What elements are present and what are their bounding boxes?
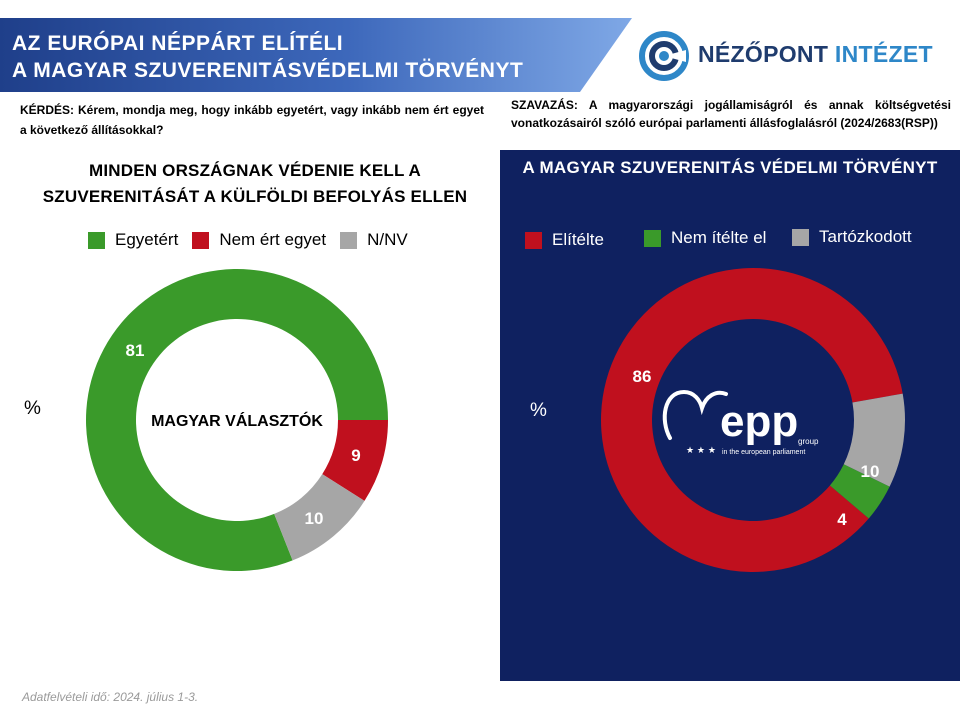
nezopont-logo: NÉZŐPONT INTÉZET (638, 30, 938, 82)
legend-swatch (88, 231, 105, 249)
donut-slice-el-t-lte (601, 268, 903, 573)
right-donut-chart: 86 4 10 (601, 268, 905, 573)
right-unit-label: % (530, 400, 547, 421)
nezopont-logo-text: NÉZŐPONT INTÉZET (698, 41, 933, 68)
survey-question: KÉRDÉS: Kérem, mondja meg, hogy inkább e… (20, 103, 484, 137)
legend-item: N/NV (340, 230, 408, 250)
right-legend-item-3: Tartózkodott (792, 227, 912, 247)
data-label: 86 (633, 367, 652, 386)
left-chart-legend: Egyetért Nem ért egyet N/NV (88, 230, 422, 250)
page-title-line1: AZ EURÓPAI NÉPPÁRT ELÍTÉLI (12, 32, 344, 55)
footnote: Adatfelvételi idő: 2024. július 1-3. (22, 690, 199, 704)
legend-label: Nem ért egyet (219, 230, 327, 249)
donut-slice-tart-zkodott (843, 393, 905, 487)
donut-slice-egyet-rt (85, 268, 388, 571)
epp-heart-logo-icon: ★ ★ ★ (662, 389, 728, 456)
data-label: 10 (861, 462, 880, 481)
legend-label: Nem ítélte el (671, 228, 767, 247)
legend-label: Egyetért (115, 230, 179, 249)
right-legend-item-2: Nem ítélte el (644, 228, 766, 248)
legend-swatch (192, 231, 210, 249)
donut-slice-nem-rt-egyet (322, 420, 388, 501)
right-legend-item-1: Elítélte (525, 230, 604, 250)
legend-swatch (525, 231, 542, 249)
legend-label: Tartózkodott (819, 227, 912, 246)
vote-description: SZAVAZÁS: A magyarországi jogállamiságró… (511, 98, 951, 130)
left-chart-title-line1: MINDEN ORSZÁGNAK VÉDENIE KELL A (88, 161, 422, 180)
legend-swatch (792, 228, 809, 246)
left-chart-title-line2: SZUVERENITÁSÁT A KÜLFÖLDI BEFOLYÁS ELLEN (42, 187, 468, 206)
epp-logo-text: epp (720, 397, 798, 446)
data-label: 4 (837, 510, 847, 529)
legend-label: Elítélte (552, 230, 604, 249)
donut-slice-nem-t-lte-el (829, 464, 890, 519)
nezopont-logo-icon (639, 31, 689, 81)
data-label: 81 (126, 341, 145, 360)
svg-text:★ ★ ★: ★ ★ ★ (686, 446, 716, 456)
epp-logo: ★ ★ ★ epp group in the european parliame… (662, 389, 819, 456)
legend-label: N/NV (367, 230, 408, 249)
donut-center-label: MAGYAR VÁLASZTÓK (151, 411, 323, 430)
legend-swatch (340, 231, 358, 249)
epp-logo-sub1: group (798, 437, 819, 446)
left-unit-label: % (24, 398, 41, 419)
page-title-line2: A MAGYAR SZUVERENITÁSVÉDELMI TÖRVÉNYT (12, 59, 524, 82)
banner-shape (0, 18, 632, 92)
left-donut-chart: 81 9 10 MAGYAR VÁLASZTÓK (85, 268, 388, 571)
legend-swatch (644, 229, 661, 247)
data-label: 9 (351, 446, 360, 465)
legend-item: Egyetért (88, 230, 178, 250)
page-title: AZ EURÓPAI NÉPPÁRT ELÍTÉLI A MAGYAR SZUV… (12, 30, 523, 84)
right-chart-title: A MAGYAR SZUVERENITÁS VÉDELMI TÖRVÉNYT (522, 158, 938, 177)
title-banner: AZ EURÓPAI NÉPPÁRT ELÍTÉLI A MAGYAR SZUV… (0, 18, 632, 92)
logo-word1: NÉZŐPONT (698, 41, 829, 67)
left-chart-title: MINDEN ORSZÁGNAK VÉDENIE KELL A SZUVEREN… (20, 158, 490, 210)
logo-word2: INTÉZET (834, 41, 933, 67)
epp-logo-sub2: in the european parliament (722, 449, 805, 456)
data-label: 10 (305, 509, 324, 528)
donut-slice-n-nv (274, 474, 365, 561)
legend-item: Nem ért egyet (192, 230, 326, 250)
